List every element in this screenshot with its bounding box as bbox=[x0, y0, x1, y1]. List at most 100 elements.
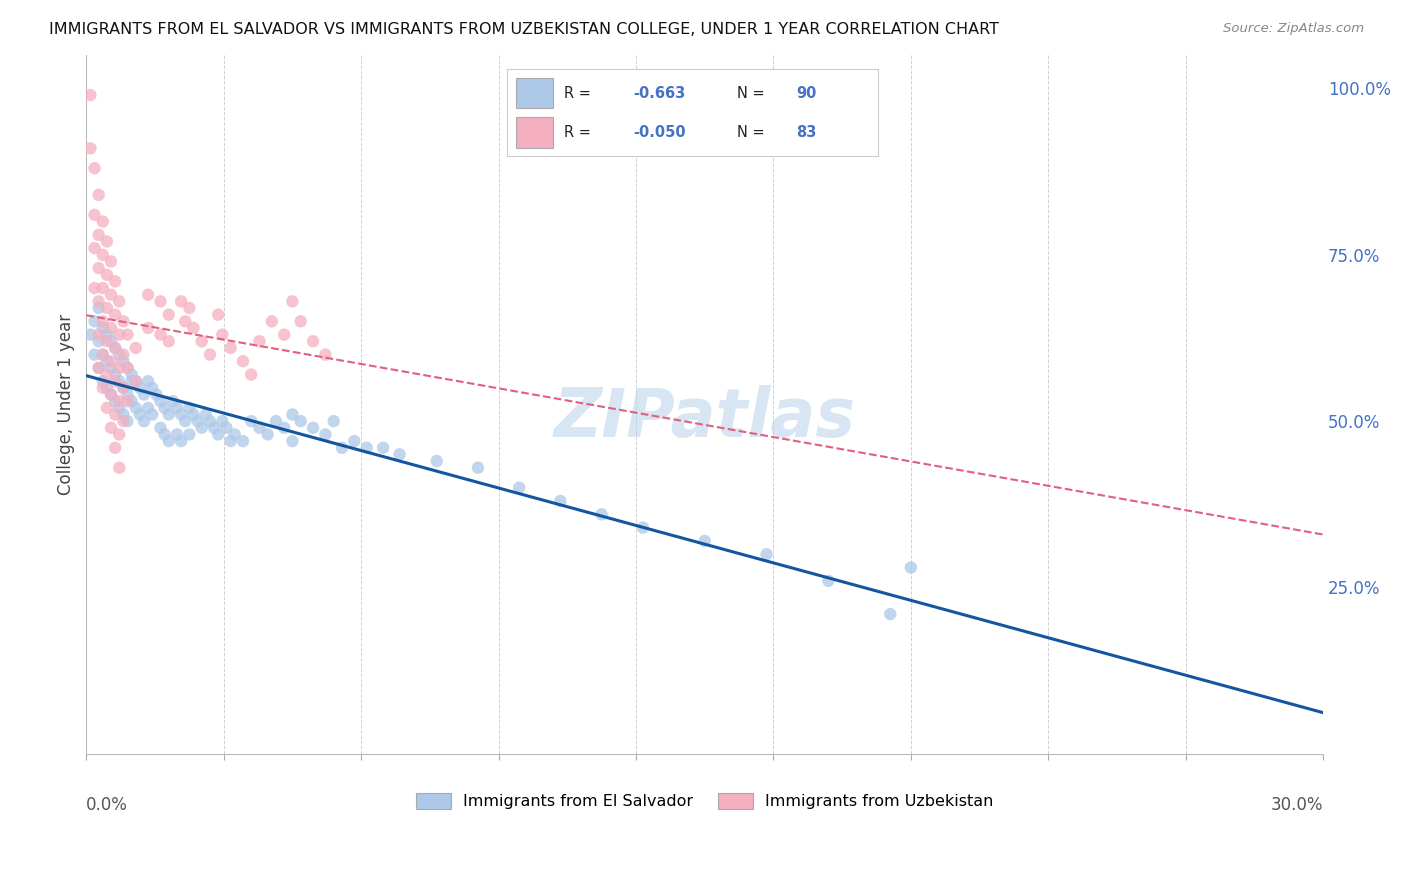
Point bbox=[879, 607, 901, 621]
Point bbox=[179, 401, 201, 415]
Point bbox=[281, 408, 304, 422]
Point bbox=[125, 374, 148, 388]
Point bbox=[314, 427, 336, 442]
Point bbox=[141, 408, 163, 422]
Point bbox=[83, 348, 105, 362]
Point bbox=[91, 381, 114, 395]
Point bbox=[249, 334, 271, 349]
Point bbox=[112, 381, 135, 395]
Point bbox=[96, 368, 118, 382]
Point bbox=[290, 314, 312, 328]
Point bbox=[121, 374, 143, 388]
Point bbox=[104, 441, 127, 455]
Text: ZIPatlas: ZIPatlas bbox=[554, 385, 856, 451]
Point bbox=[91, 214, 114, 228]
Point bbox=[183, 408, 205, 422]
Point bbox=[108, 294, 131, 309]
Point bbox=[149, 394, 172, 409]
Point bbox=[87, 187, 110, 202]
Point bbox=[224, 427, 246, 442]
Point bbox=[388, 447, 411, 461]
Point bbox=[426, 454, 449, 468]
Point bbox=[240, 368, 263, 382]
Point bbox=[83, 314, 105, 328]
Point bbox=[100, 334, 122, 349]
Point bbox=[302, 334, 325, 349]
Point bbox=[232, 434, 254, 449]
Point bbox=[87, 360, 110, 375]
Point bbox=[136, 287, 159, 301]
Point bbox=[755, 547, 778, 561]
Point bbox=[104, 341, 127, 355]
Text: 30.0%: 30.0% bbox=[1271, 796, 1323, 814]
Point bbox=[179, 427, 201, 442]
Point bbox=[179, 301, 201, 315]
Point bbox=[174, 314, 197, 328]
Point bbox=[591, 508, 613, 522]
Point bbox=[108, 460, 131, 475]
Point bbox=[121, 368, 143, 382]
Point bbox=[264, 414, 287, 428]
Point bbox=[100, 354, 122, 368]
Point bbox=[207, 308, 229, 322]
Point bbox=[104, 274, 127, 288]
Point bbox=[96, 334, 118, 349]
Point bbox=[87, 327, 110, 342]
Point bbox=[817, 574, 839, 588]
Point bbox=[508, 481, 530, 495]
Point bbox=[112, 348, 135, 362]
Point bbox=[249, 421, 271, 435]
Point bbox=[108, 360, 131, 375]
Point bbox=[281, 294, 304, 309]
Point bbox=[128, 408, 150, 422]
Point bbox=[157, 308, 180, 322]
Point bbox=[100, 387, 122, 401]
Point bbox=[170, 294, 193, 309]
Point bbox=[136, 401, 159, 415]
Point bbox=[693, 533, 716, 548]
Point bbox=[157, 408, 180, 422]
Point bbox=[166, 401, 188, 415]
Point bbox=[104, 408, 127, 422]
Text: IMMIGRANTS FROM EL SALVADOR VS IMMIGRANTS FROM UZBEKISTAN COLLEGE, UNDER 1 YEAR : IMMIGRANTS FROM EL SALVADOR VS IMMIGRANT… bbox=[49, 22, 1000, 37]
Point bbox=[132, 387, 155, 401]
Point bbox=[202, 421, 225, 435]
Point bbox=[108, 401, 131, 415]
Point bbox=[104, 341, 127, 355]
Point bbox=[162, 394, 184, 409]
Point bbox=[117, 387, 139, 401]
Point bbox=[256, 427, 278, 442]
Point bbox=[100, 287, 122, 301]
Point bbox=[104, 394, 127, 409]
Point bbox=[273, 421, 295, 435]
Point bbox=[149, 327, 172, 342]
Point bbox=[117, 360, 139, 375]
Point bbox=[198, 348, 221, 362]
Point bbox=[240, 414, 263, 428]
Point bbox=[132, 414, 155, 428]
Point bbox=[96, 301, 118, 315]
Point bbox=[100, 360, 122, 375]
Point bbox=[96, 268, 118, 282]
Point bbox=[117, 327, 139, 342]
Point bbox=[281, 434, 304, 449]
Point bbox=[104, 308, 127, 322]
Point bbox=[91, 374, 114, 388]
Point bbox=[108, 427, 131, 442]
Point bbox=[87, 360, 110, 375]
Point bbox=[149, 294, 172, 309]
Point bbox=[467, 460, 489, 475]
Point bbox=[125, 401, 148, 415]
Point bbox=[136, 374, 159, 388]
Point bbox=[83, 208, 105, 222]
Point bbox=[87, 227, 110, 242]
Point bbox=[273, 327, 295, 342]
Point bbox=[187, 414, 209, 428]
Point bbox=[96, 354, 118, 368]
Point bbox=[96, 327, 118, 342]
Point bbox=[170, 408, 193, 422]
Point bbox=[190, 334, 212, 349]
Point bbox=[302, 421, 325, 435]
Point bbox=[145, 387, 167, 401]
Point bbox=[219, 434, 242, 449]
